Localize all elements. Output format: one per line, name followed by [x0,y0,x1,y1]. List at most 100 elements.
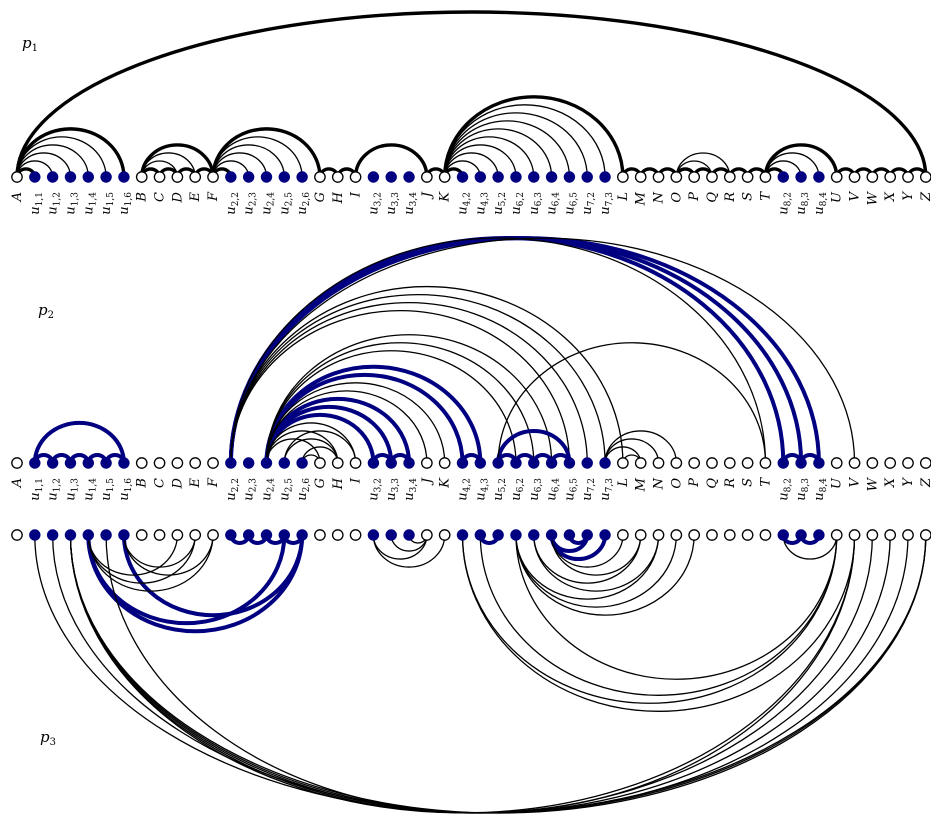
vertex-label-top-37: O [669,192,684,203]
vertex-label-top-50: Y [901,191,916,201]
vertex-row1-19 [349,171,362,183]
p1-edge-0-3 [16,152,72,178]
vertex-row2-7 [135,457,148,469]
p2-edge-12-45 [228,236,821,464]
p1-edge-11-16 [212,136,303,178]
vertex-row3-5 [100,529,112,541]
vertex-row2-1 [29,457,41,469]
p1-edge-0-2 [16,160,54,178]
vertex-row3-1 [29,529,41,541]
vertex-row2-18 [331,457,344,469]
p2-edge-1-6 [32,420,126,464]
vertex-label-top-47: V [848,190,863,201]
vertex-row1-14 [260,171,273,183]
vertex-label-top-40: R [723,192,738,203]
vertex-label-mid-18: H [331,477,346,490]
vertex-row3-39 [706,529,718,541]
vertex-label-top-12: u2,2 [224,192,241,215]
vertex-label-mid-50: Y [901,477,916,487]
vertex-row3-20 [367,529,380,541]
vertex-row2-32 [581,457,593,469]
vertex-row1-25 [456,171,469,183]
p1-edge-0-5 [16,136,107,178]
vertex-row1-42 [759,171,772,183]
vertex-label-top-42: T [758,191,773,201]
p1-edge-0-6 [15,127,126,178]
vertex-label-mid-49: X [883,477,898,488]
vertex-row1-12 [225,171,237,183]
p2-edge-14-17 [265,438,321,464]
vertex-row3-33 [599,529,611,541]
vertex-label-mid-4: u1,4 [81,478,98,501]
vertex-row3-14 [260,529,273,541]
vertex-label-mid-12: u2,2 [224,478,241,501]
vertex-row3-30 [545,529,558,541]
vertex-label-mid-16: u2,6 [295,478,312,501]
vertex-row1-30 [545,171,558,183]
p3-edge-28-38 [515,534,695,616]
p1-edge-0-4 [16,144,89,178]
vertex-row1-43 [777,171,789,183]
vertex-row2-49 [884,457,897,469]
p1-edge-37-40 [675,152,731,178]
vertex-row3-43 [777,529,789,541]
vertex-label-top-25: u4,2 [456,192,473,215]
p3-edge-43-46 [782,534,838,560]
p3-edge-25-46 [461,534,838,705]
vertex-row1-17 [314,171,326,183]
vertex-label-top-5: u1,5 [99,192,116,215]
vertex-row2-0 [11,457,23,469]
p3-edge-29-35 [533,534,642,584]
vertex-row2-35 [634,457,647,469]
vertex-row2-22 [403,457,415,469]
vertex-row1-47 [848,171,861,183]
vertex-row3-3 [64,529,77,541]
vertex-label-top-13: u2,3 [242,192,259,215]
vertex-label-top-18: H [331,191,346,204]
vertex-labels-layer: Au1,1u1,2u1,3u1,4u1,5u1,6 B C D E Fu2,2u2,3u2… [10,190,931,500]
vertex-row3-42 [759,529,772,541]
p2-edge-14-25 [264,372,465,464]
vertex-row1-50 [902,171,914,183]
vertex-label-mid-41: S [741,478,756,487]
vertex-row2-46 [830,457,843,469]
vertex-row1-5 [100,171,112,183]
vertex-label-top-46: U [830,191,845,203]
p1-edge-24-33 [444,104,606,178]
vertex-label-top-0: A [10,192,25,202]
vertex-label-top-29: u6,3 [527,192,544,215]
vertex-row2-16 [296,457,308,469]
p3-edge-25-47 [461,534,856,712]
vertex-row2-41 [741,457,754,469]
vertex-row3-37 [670,529,683,541]
p2-edge-12-32 [230,302,588,464]
vertex-row1-11 [207,171,219,183]
vertex-row2-9 [171,457,184,469]
vertex-label-mid-17: G [313,478,328,488]
vertex-label-top-22: u3,4 [402,192,419,215]
p3-edge-30-33 [549,534,608,562]
vertex-row2-26 [474,457,487,469]
vertex-row2-5 [100,457,112,469]
vertex-label-mid-31: u6,5 [562,478,579,501]
vertex-row1-41 [741,171,754,183]
vertex-label-top-38: P [687,192,702,202]
vertex-row3-11 [207,529,219,541]
p2-edge-12-43 [228,236,786,464]
p3-edge-3-47 [69,534,856,814]
vertex-row1-7 [135,171,148,183]
vertex-row2-2 [46,457,59,469]
vertex-label-mid-43: u8,2 [776,478,793,501]
p3-edge-30-35 [550,534,642,576]
vertex-row3-22 [403,529,415,541]
vertex-row2-24 [438,457,451,469]
vertex-label-top-33: u7,3 [598,192,615,215]
vertex-label-top-17: G [313,192,328,202]
vertex-row3-7 [135,529,148,541]
p3-edge-3-50 [69,534,909,814]
vertex-label-top-4: u1,4 [81,192,98,215]
vertex-label-top-26: u4,3 [473,192,490,215]
vertex-label-top-49: X [883,191,898,202]
vertex-row1-28 [510,171,522,183]
vertex-row3-45 [813,529,825,541]
